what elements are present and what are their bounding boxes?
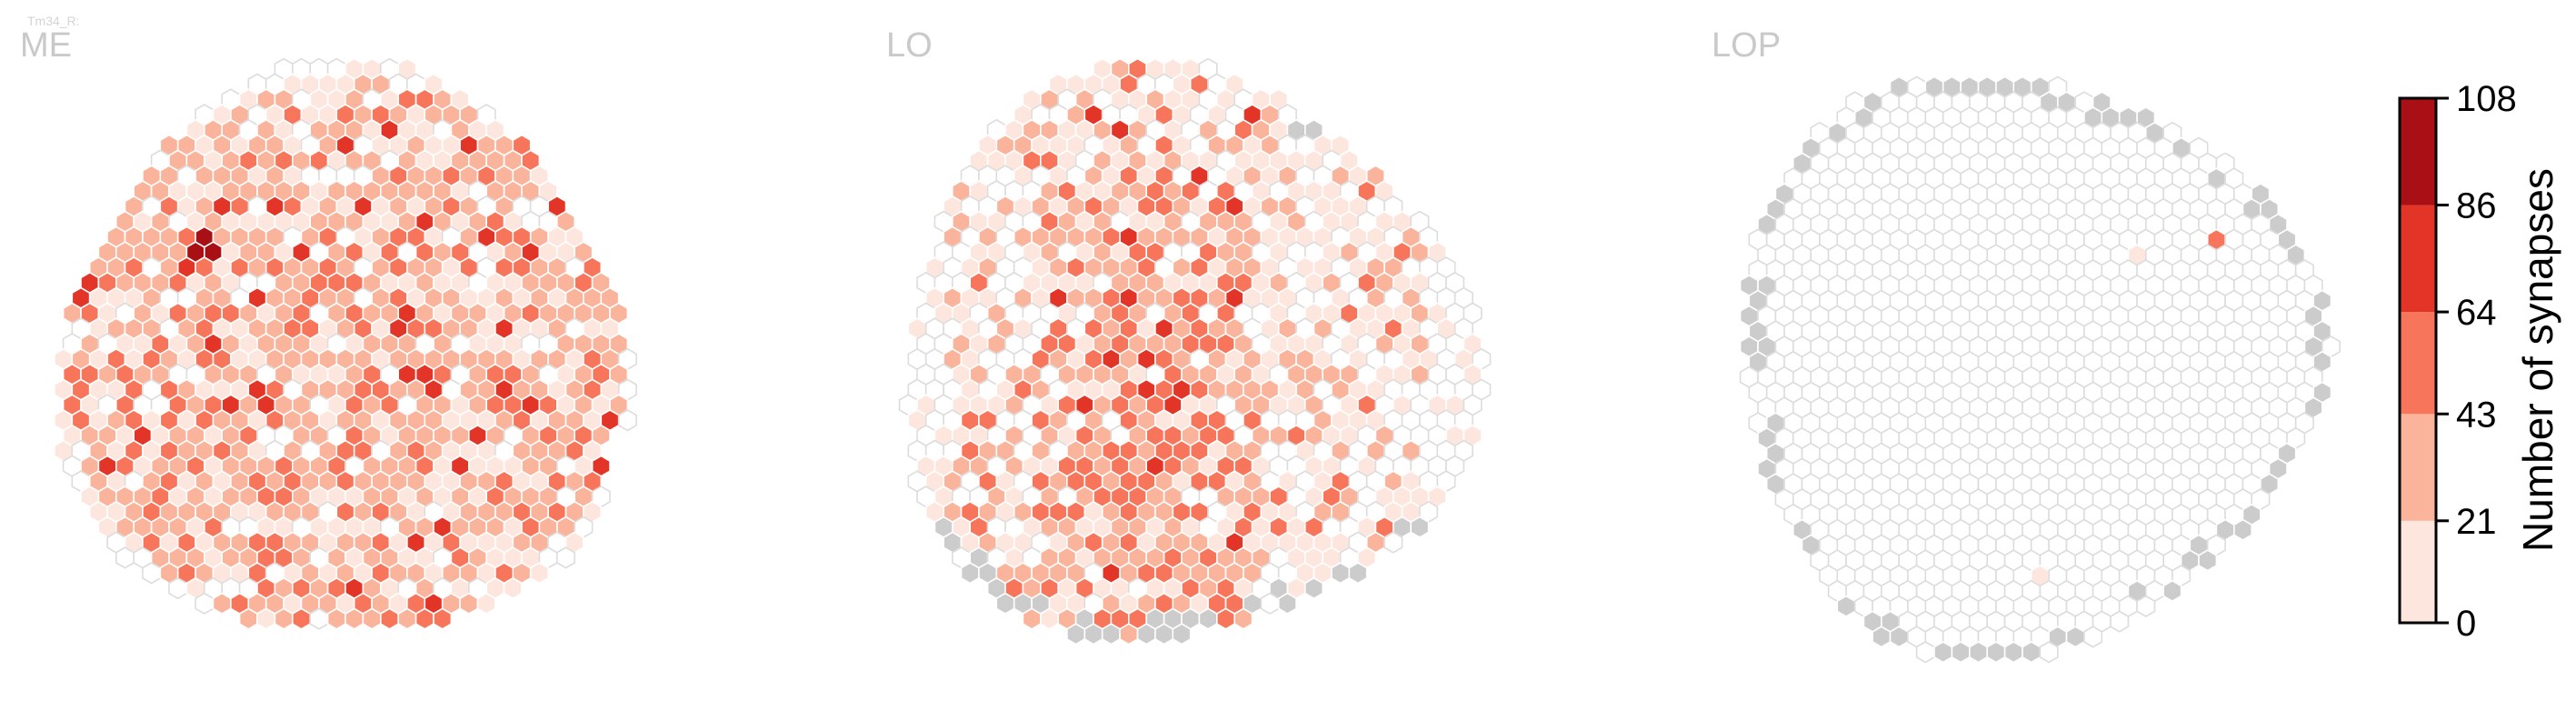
hex-cell [1066,623,1086,646]
hex-grid-lo [898,57,1492,646]
hex-cell [1348,562,1368,585]
hex-cell [1915,641,1935,664]
hex-cell [1233,607,1253,630]
hex-cell [1216,607,1235,630]
hex-cell [379,607,400,630]
hex-cell [1933,641,1953,664]
hex-cell [326,607,346,630]
colorbar-ticks: 0 21 43 64 86 108 [2436,79,2517,644]
hex-cell [1383,531,1403,554]
hex-cell [2022,641,2042,664]
hex-cell [2083,626,2103,648]
hex-cell [1022,607,1042,630]
colorbar-label: Number of synapses [2514,168,2561,552]
colorbar-tick-label: 64 [2456,293,2497,333]
colorbar-bin [2400,312,2436,415]
hex-cell [1986,641,2006,664]
hex-cell [195,592,215,615]
panel-title-lo: LO [886,26,933,65]
hex-cell [309,607,329,630]
colorbar-bin [2400,414,2436,521]
colorbar-bin [2400,98,2436,205]
hex-cell [1331,562,1351,585]
panel-lo: LO [886,26,1492,646]
hex-cell [274,607,294,630]
hex-cell [142,562,162,585]
hex-cell [1889,626,1909,648]
colorbar-tick-label: 86 [2456,186,2497,226]
hex-cell [1119,623,1139,646]
hex-cell [2162,579,2182,603]
hex-cell [617,409,637,432]
hex-cell [433,607,453,630]
hex-cell [2136,595,2156,617]
colorbar-bins [2400,98,2436,623]
colorbar-tick-label: 0 [2456,604,2476,644]
hex-grid-lop [1739,75,2341,664]
hex-cell [1260,592,1280,615]
hex-cell [1154,623,1174,646]
colorbar-tick-label: 43 [2456,395,2497,435]
hex-cell [115,546,135,569]
hex-cell [291,607,312,630]
hex-cell [2065,626,2085,648]
colorbar-bin [2400,205,2436,313]
hex-cell [529,562,549,585]
hex-cell [212,592,232,615]
colorbar-bin [2400,520,2436,623]
hex-cell [168,576,188,600]
hex-cell [256,607,276,630]
colorbar-tick-label: 21 [2456,502,2497,542]
colorbar: 0 21 43 64 86 108 Number of synapses [2398,79,2561,644]
hex-cell [555,546,576,569]
hex-cell [362,607,382,630]
panel-title-lop: LOP [1712,26,1781,65]
hex-cell [476,592,496,615]
hex-cell [1304,576,1323,600]
colorbar-tick-label: 108 [2456,79,2517,119]
hex-cell [1136,623,1156,646]
hex-cell [414,607,434,630]
hex-cell [459,592,479,615]
hex-cell [1872,626,1892,648]
hex-cell [1969,641,1988,664]
cell-type-label: Tm34_R: [27,14,80,28]
hex-cell [2039,641,2059,664]
hex-cell [397,607,417,630]
hex-cell [1198,607,1218,630]
hex-cell [2110,610,2130,633]
hex-cell [1101,623,1121,646]
hex-cell [2198,549,2218,572]
hex-cell [1083,623,1103,646]
hex-cell [1040,607,1059,630]
panel-me: ME [20,26,637,630]
hex-cell [503,576,523,600]
hex-cell [238,607,258,630]
hex-cell [1836,595,1856,617]
hex-cell [2233,518,2252,541]
hex-cell [995,592,1015,615]
hex-cell [1951,641,1971,664]
hex-cell [1410,516,1430,538]
hex-cell [2003,641,2023,664]
hex-grid-me [54,57,637,630]
hex-cell [344,607,364,630]
hex-cell [1277,592,1297,615]
hex-cell [960,562,980,585]
colorbar-frame [2398,96,2438,625]
hex-cell [1172,623,1192,646]
panel-title-me: ME [20,26,72,65]
panel-lop: LOP [1712,26,2341,664]
